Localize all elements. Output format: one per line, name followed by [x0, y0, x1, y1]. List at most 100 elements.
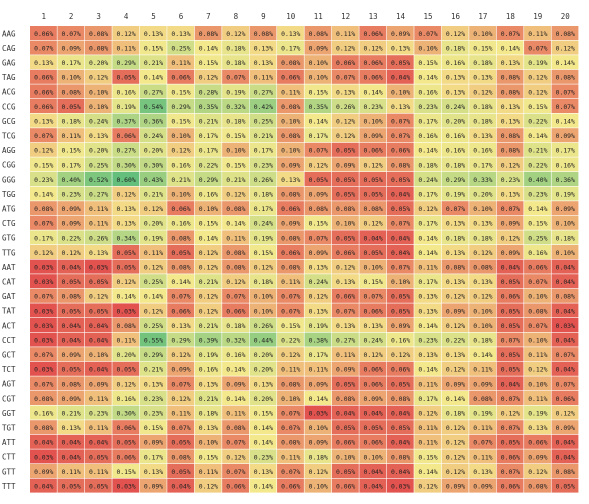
cell-value-label: 0.10%	[473, 30, 492, 38]
cell-value-label: 0.12%	[171, 351, 190, 359]
cell-value-label: 0.12%	[336, 132, 355, 140]
heatmap-cell	[84, 376, 112, 391]
cell-value-label: 0.24%	[144, 132, 163, 140]
heatmap-cell	[30, 69, 57, 84]
heatmap-cell	[194, 186, 222, 201]
cell-value-label: 0.14%	[199, 45, 218, 53]
cell-value-label: 0.11%	[473, 366, 492, 374]
cell-value-label: 0.11%	[473, 424, 492, 432]
column-header-17: 17	[478, 12, 487, 21]
heatmap-cell	[551, 405, 579, 420]
heatmap-cell	[112, 288, 140, 303]
heatmap-cell	[277, 69, 304, 84]
cell-value-label: 0.15%	[116, 468, 135, 476]
heatmap-cell	[524, 172, 551, 186]
cell-value-label: 0.08%	[473, 395, 492, 403]
cell-value-label: 0.10%	[528, 293, 547, 301]
heatmap-cell	[84, 434, 112, 449]
cell-value-label: 0.03%	[116, 307, 135, 315]
heatmap-cell	[386, 332, 414, 347]
cell-value-label: 0.20%	[116, 351, 135, 359]
cell-value-label: 0.04%	[391, 439, 410, 447]
cell-value-label: 0.07%	[226, 439, 245, 447]
row-label-AGG: AGG	[2, 146, 16, 155]
cell-value-label: 0.10%	[89, 103, 108, 111]
heatmap-cell	[277, 361, 304, 376]
column-header-2: 2	[69, 12, 74, 21]
cell-value-label: 0.09%	[309, 191, 328, 199]
cell-value-label: 0.10%	[89, 88, 108, 96]
heatmap-cell	[359, 245, 387, 259]
cell-value-label: 0.39%	[199, 337, 218, 345]
heatmap-cell	[304, 215, 332, 230]
heatmap-cell	[139, 230, 167, 245]
row-label-ATT: ATT	[2, 438, 16, 447]
cell-value-label: 0.05%	[116, 366, 135, 374]
heatmap-cell	[304, 303, 332, 318]
heatmap-cell	[496, 186, 524, 201]
heatmap-cell	[167, 201, 195, 216]
cell-value-label: 0.29%	[144, 351, 163, 359]
cell-value-label: 0.14%	[446, 395, 465, 403]
heatmap-cell	[359, 230, 387, 245]
cell-value-label: 0.16%	[171, 161, 190, 169]
cell-value-label: 0.23%	[144, 395, 163, 403]
heatmap-cell	[441, 84, 469, 99]
heatmap-cell	[57, 332, 85, 347]
heatmap-cell	[139, 449, 167, 464]
row-label-GGT: GGT	[2, 409, 16, 418]
cell-value-label: 0.11%	[89, 220, 108, 228]
heatmap-cell	[359, 332, 387, 347]
heatmap-cell	[386, 69, 414, 84]
heatmap-cell	[386, 274, 414, 289]
cell-value-label: 0.60%	[116, 176, 135, 184]
cell-value-label: 0.13%	[446, 220, 465, 228]
heatmap-cell	[57, 259, 85, 274]
heatmap-cell	[277, 113, 304, 128]
heatmap-cell	[359, 449, 387, 464]
cell-value-label: 0.08%	[446, 264, 465, 272]
cell-value-label: 0.03%	[89, 264, 108, 272]
heatmap-cell	[551, 274, 579, 289]
heatmap-cell	[469, 332, 497, 347]
heatmap-cell	[414, 434, 442, 449]
cell-value-label: 0.09%	[556, 424, 575, 432]
cell-value-label: 0.05%	[116, 249, 135, 257]
heatmap-cell	[386, 464, 414, 478]
heatmap-cell	[441, 420, 469, 435]
cell-value-label: 0.08%	[226, 424, 245, 432]
heatmap-cell	[249, 142, 277, 157]
cell-value-label: 0.14%	[254, 483, 273, 491]
cell-value-label: 0.12%	[336, 118, 355, 126]
cell-value-label: 0.16%	[528, 249, 547, 257]
cell-value-label: 0.13%	[364, 322, 383, 330]
heatmap-cell	[139, 347, 167, 362]
cell-value-label: 0.10%	[364, 264, 383, 272]
cell-value-label: 0.14%	[116, 293, 135, 301]
cell-value-label: 0.03%	[34, 453, 53, 461]
heatmap-cell	[30, 215, 57, 230]
cell-value-label: 0.36%	[556, 176, 575, 184]
cell-value-label: 0.20%	[89, 147, 108, 155]
heatmap-cell	[441, 215, 469, 230]
heatmap-cell	[331, 201, 359, 216]
cell-value-label: 0.06%	[281, 74, 300, 82]
cell-value-label: 0.19%	[528, 410, 547, 418]
cell-value-label: 0.07%	[556, 103, 575, 111]
cell-value-label: 0.32%	[226, 103, 245, 111]
heatmap-cell	[441, 464, 469, 478]
heatmap-cell	[84, 288, 112, 303]
heatmap-cell	[441, 318, 469, 332]
cell-value-label: 0.09%	[62, 351, 81, 359]
cell-value-label: 0.14%	[171, 278, 190, 286]
cell-value-label: 0.23%	[501, 176, 520, 184]
cell-value-label: 0.07%	[501, 205, 520, 213]
heatmap-cell	[194, 245, 222, 259]
heatmap-cell	[441, 274, 469, 289]
cell-value-label: 0.14%	[501, 45, 520, 53]
cell-value-label: 0.13%	[281, 176, 300, 184]
heatmap-cell	[84, 113, 112, 128]
cell-value-label: 0.07%	[391, 220, 410, 228]
cell-value-label: 0.14%	[34, 191, 53, 199]
heatmap-cell	[167, 376, 195, 391]
